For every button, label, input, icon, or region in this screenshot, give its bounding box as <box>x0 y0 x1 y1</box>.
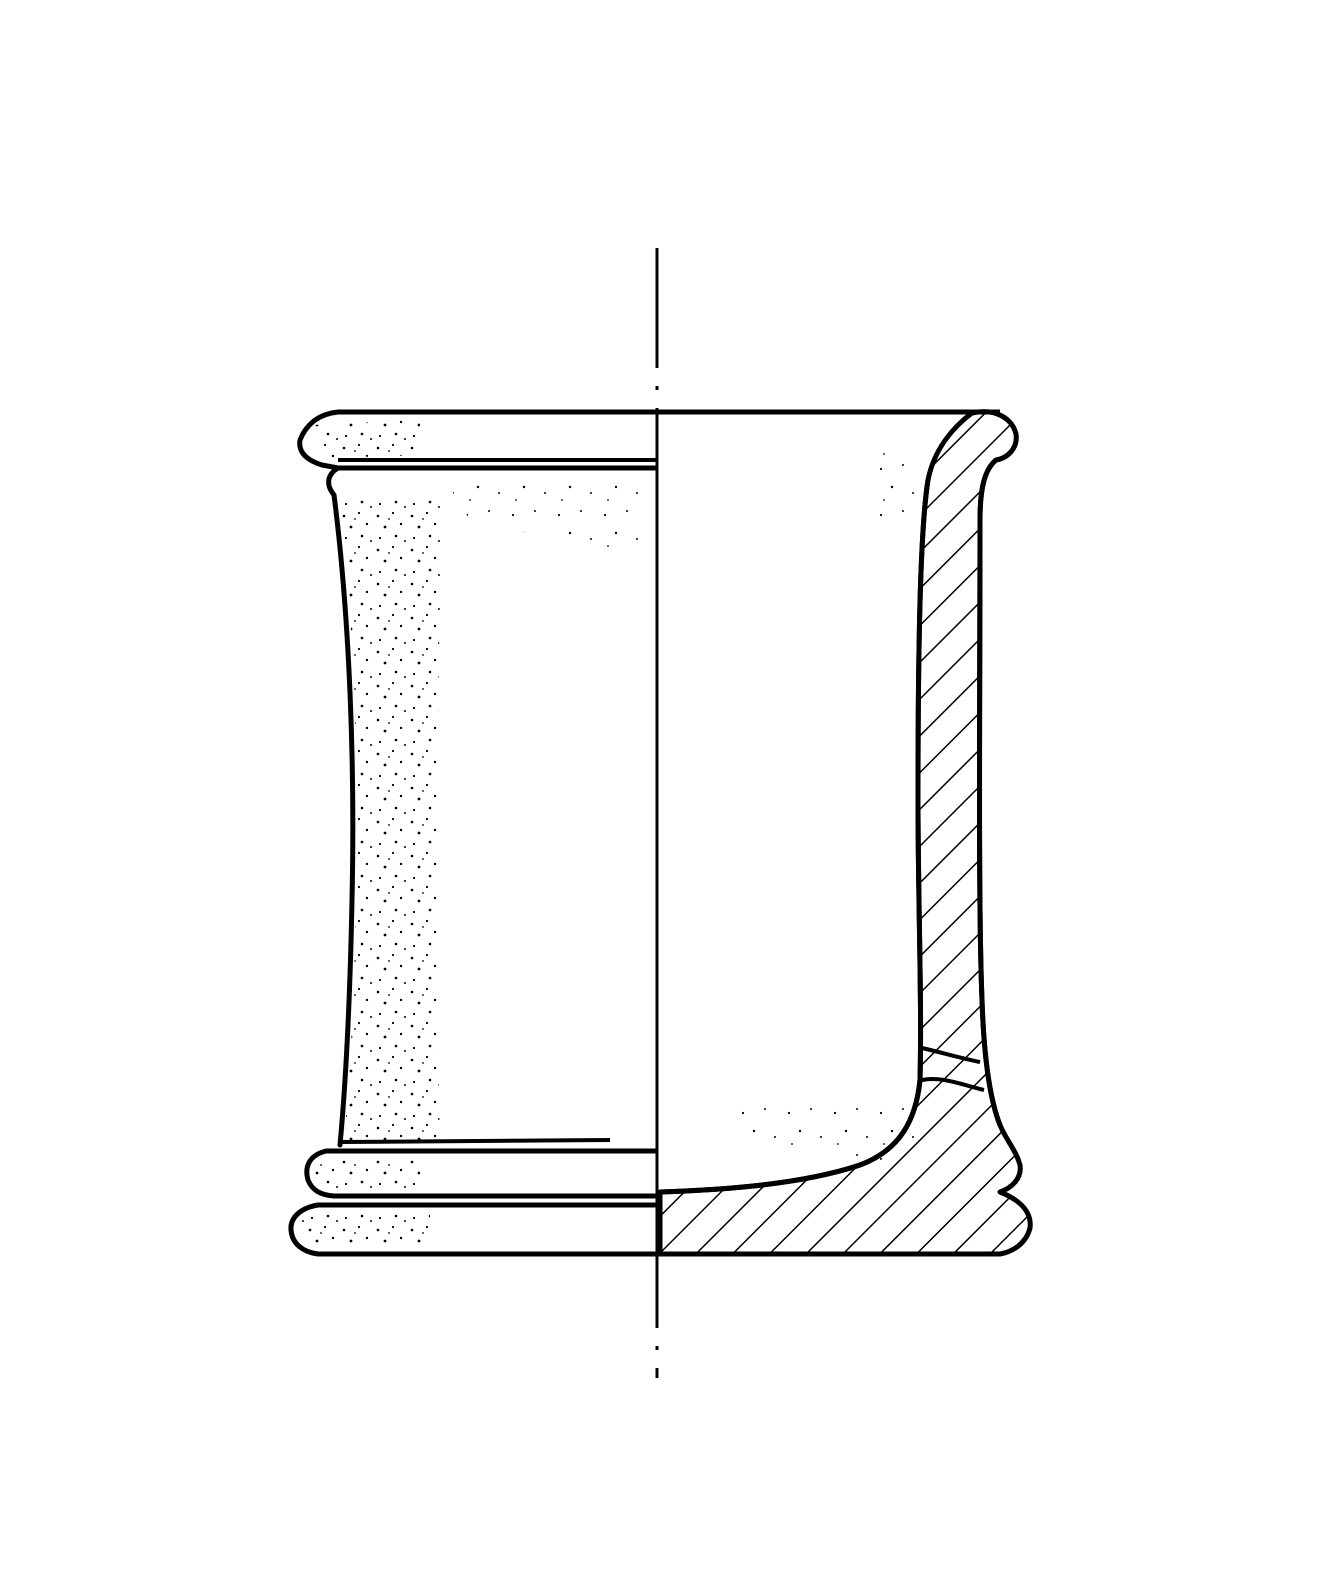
foot-stipple <box>298 1212 430 1248</box>
exterior-rim <box>297 409 657 471</box>
interior-stipple-shading <box>740 1100 915 1160</box>
exterior-profile <box>977 458 1003 1126</box>
interior-profile <box>659 479 931 1195</box>
rim-stipple-shading <box>312 420 420 458</box>
section-join-line <box>921 1046 981 1064</box>
section-join-line-2 <box>921 1076 985 1092</box>
exterior-body-wall <box>326 465 356 1148</box>
body-stipple-shading <box>340 495 445 1140</box>
cross-section <box>657 409 1033 1257</box>
foot-ring <box>288 1202 657 1257</box>
body-stipple-shading-light <box>445 480 650 560</box>
exterior-view <box>288 409 657 1257</box>
interior-stipple-upper <box>880 450 926 520</box>
upper-base-ring <box>304 1148 657 1199</box>
base-line-1 <box>339 1138 611 1144</box>
upper-ring-stipple <box>312 1160 420 1190</box>
